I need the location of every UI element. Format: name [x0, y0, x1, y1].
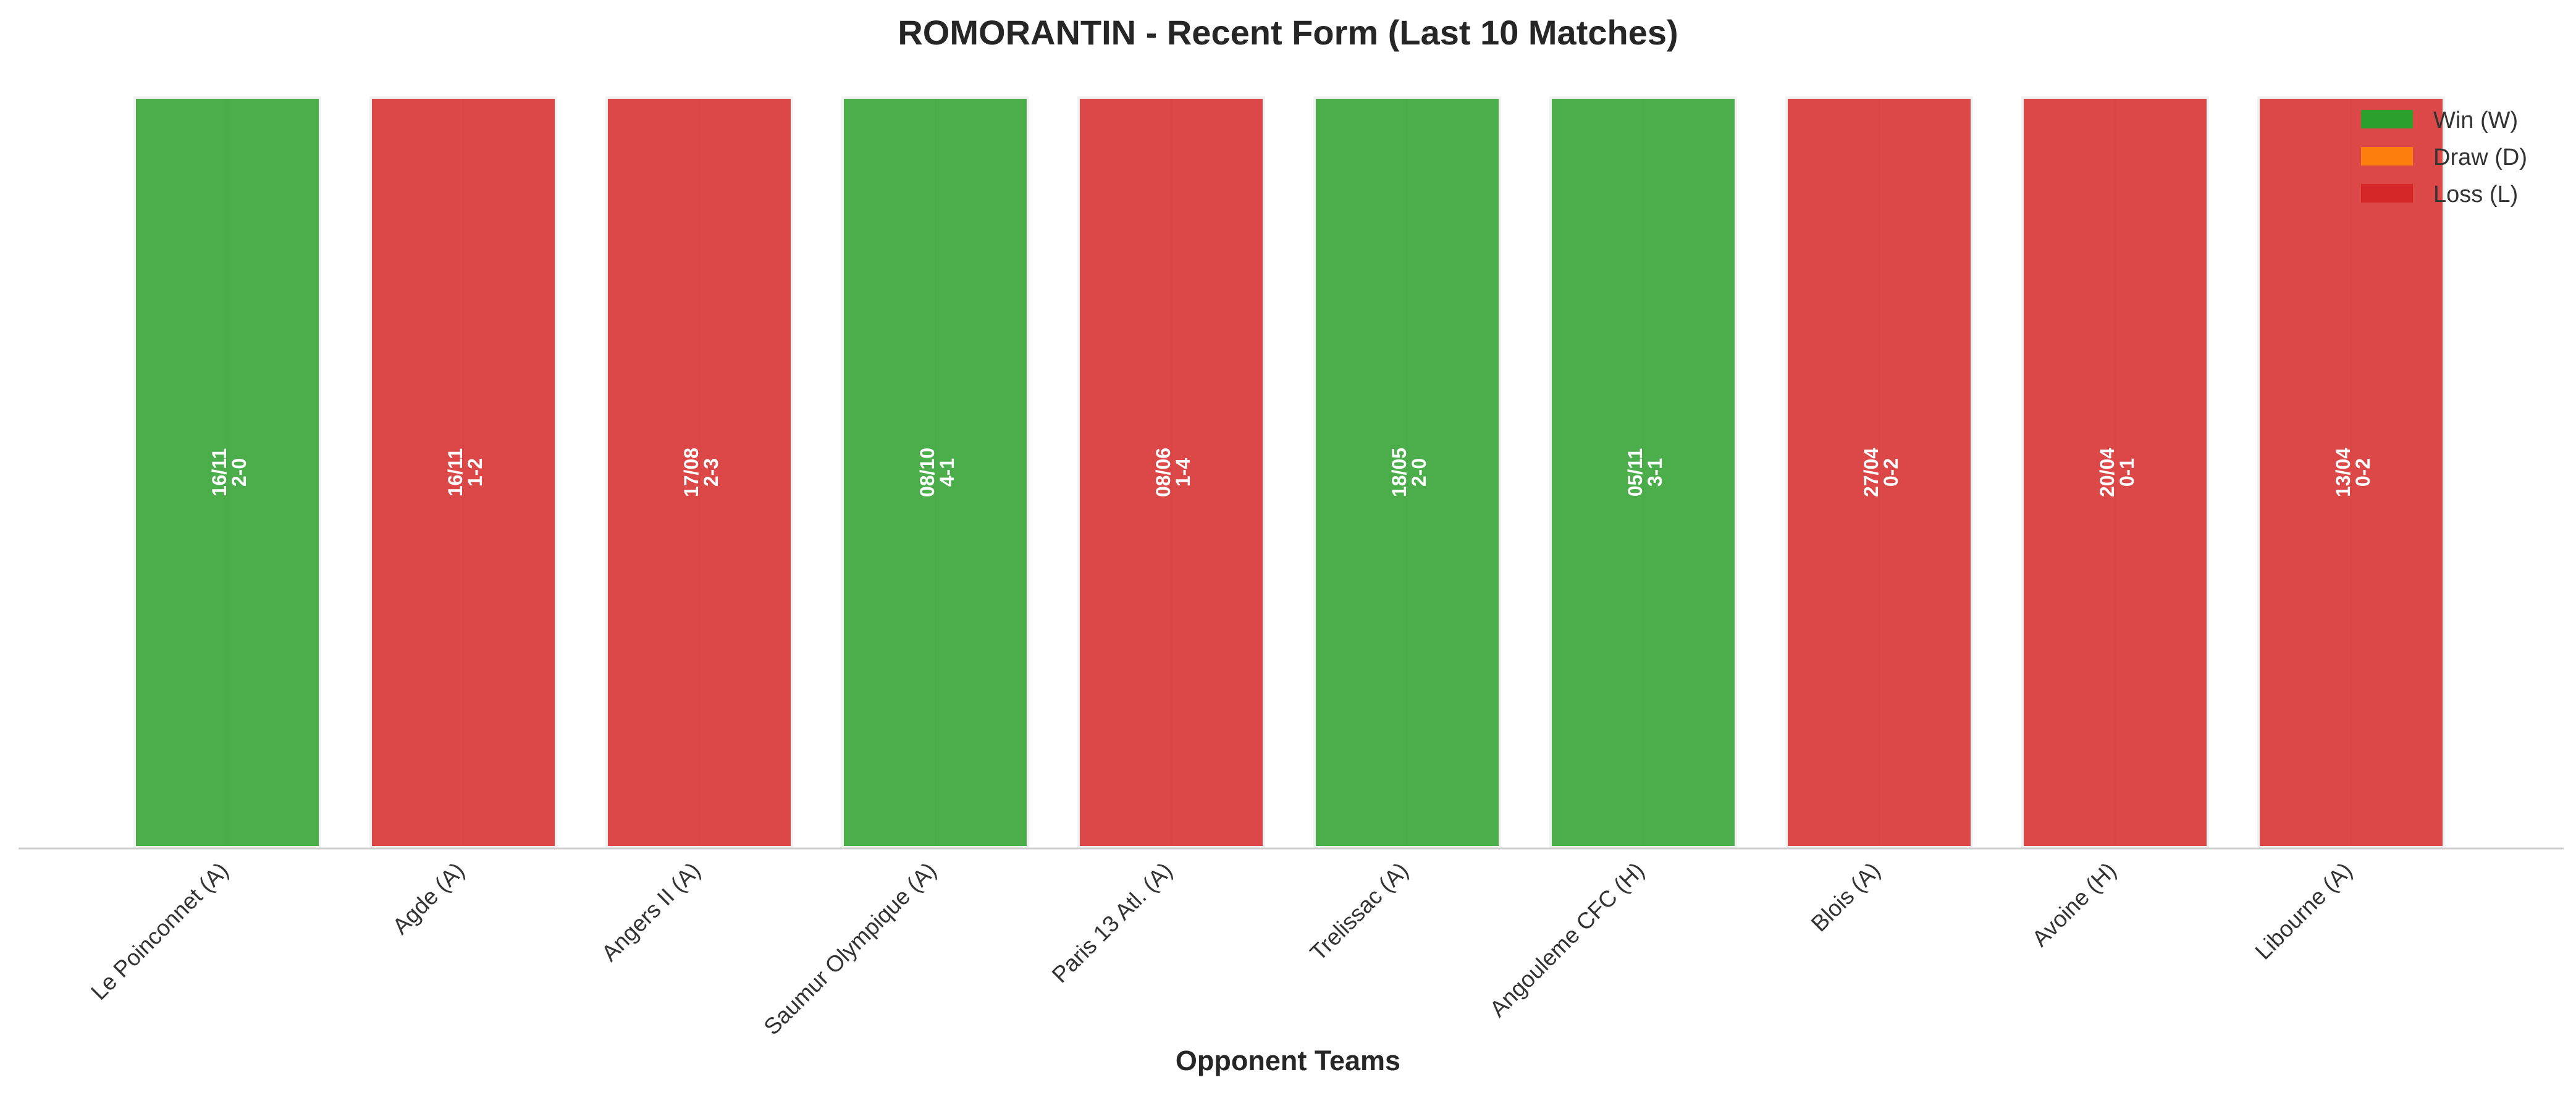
bar-date: 18/05	[1388, 448, 1410, 497]
x-tick-label: Trelissac (A)	[1305, 858, 1413, 966]
bar-7	[1549, 96, 1737, 848]
x-tick-label: Libourne (A)	[2250, 858, 2357, 965]
bar-score: 4-1	[936, 458, 958, 487]
x-axis-label: Opponent Teams	[1176, 1045, 1400, 1076]
chart-title: ROMORANTIN - Recent Form (Last 10 Matche…	[898, 13, 1678, 52]
bar-3	[605, 96, 793, 848]
bar-label: 05/113-1	[1624, 448, 1666, 496]
x-tick-label: Angers II (A)	[597, 858, 705, 966]
bar-8	[1785, 96, 1973, 848]
x-tick-label: Angouleme CFC (H)	[1485, 858, 1649, 1022]
x-tick-labels: Le Poinconnet (A) Agde (A) Angers II (A) Sa…	[86, 858, 2357, 1040]
bar-score: 1-4	[1172, 458, 1194, 487]
bar-date: 05/11	[1624, 448, 1646, 496]
bar-label: 20/040-1	[2096, 448, 2138, 497]
bar-label: 08/104-1	[916, 448, 958, 497]
legend-swatch-w	[2361, 110, 2413, 128]
bar-5	[1077, 96, 1265, 848]
bar-label: 13/040-2	[2332, 448, 2374, 497]
x-tick-label: Blois (A)	[1806, 858, 1885, 937]
bar-label: 18/052-0	[1388, 448, 1430, 497]
bar-date: 20/04	[2096, 448, 2118, 497]
bars-group: 16/112-0 16/111-2 17/082-3 08/104-1 08/061-4…	[133, 96, 2445, 848]
legend-label-d: Draw (D)	[2433, 144, 2527, 170]
bar-9	[2021, 96, 2209, 848]
bar-date: 27/04	[1860, 448, 1882, 497]
legend: Win (W) Draw (D) Loss (L)	[2361, 107, 2527, 207]
bar-score: 2-3	[700, 458, 722, 487]
legend-swatch-l	[2361, 184, 2413, 203]
legend-label-l: Loss (L)	[2433, 182, 2518, 207]
bar-date: 16/11	[444, 448, 466, 496]
bar-score: 2-0	[1408, 458, 1430, 487]
bar-score: 2-0	[228, 458, 250, 487]
legend-label-w: Win (W)	[2433, 107, 2518, 133]
bar-label: 17/082-3	[680, 448, 722, 497]
bar-date: 08/06	[1152, 448, 1174, 497]
bar-label: 27/040-2	[1860, 448, 1902, 497]
bar-1	[133, 96, 321, 848]
bar-score: 3-1	[1644, 458, 1666, 487]
bar-4	[841, 96, 1029, 848]
bar-label: 08/061-4	[1152, 448, 1194, 497]
bar-score: 1-2	[464, 458, 486, 487]
x-tick-label: Paris 13 Atl. (A)	[1047, 858, 1177, 988]
bar-2	[369, 96, 557, 848]
x-tick-label: Avoine (H)	[2027, 858, 2121, 952]
bar-score: 0-2	[1880, 458, 1902, 487]
bar-10	[2257, 96, 2445, 848]
x-tick-label: Le Poinconnet (A)	[86, 858, 233, 1005]
bar-date: 17/08	[680, 448, 702, 497]
bar-date: 08/10	[916, 448, 938, 497]
bar-label: 16/112-0	[208, 448, 250, 496]
bar-score: 0-1	[2116, 458, 2138, 487]
x-tick-label: Saumur Olympique (A)	[759, 858, 941, 1040]
bar-score: 0-2	[2352, 458, 2374, 487]
legend-swatch-d	[2361, 147, 2413, 165]
bar-date: 16/11	[208, 448, 230, 496]
x-tick-label: Agde (A)	[387, 858, 469, 939]
bar-label: 16/111-2	[444, 448, 486, 496]
bar-6	[1313, 96, 1501, 848]
bar-date: 13/04	[2332, 448, 2354, 497]
